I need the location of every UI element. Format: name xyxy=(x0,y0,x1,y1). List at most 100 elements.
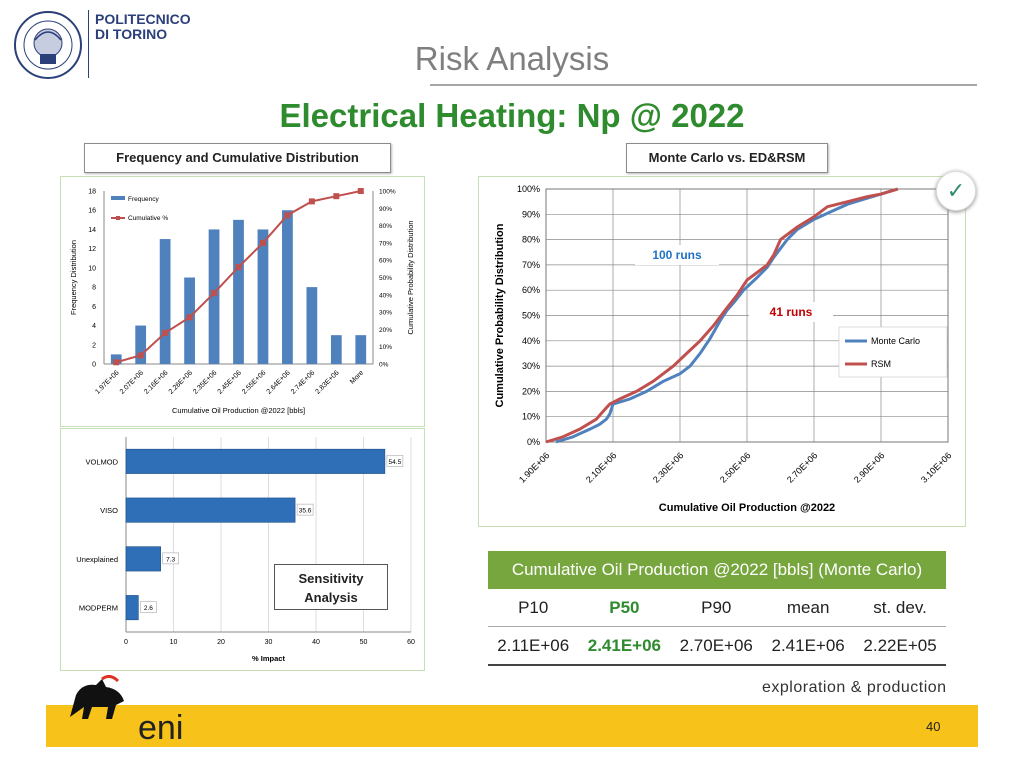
mc-ytick-label: 30% xyxy=(522,361,540,371)
freq-xtick-label: 2.35E+06 xyxy=(192,369,218,395)
sens-bar xyxy=(125,448,386,474)
freq-y2tick-label: 100% xyxy=(379,189,396,196)
cumulative-point xyxy=(259,239,266,246)
sens-data-label-box xyxy=(162,552,179,565)
freq-ytick-label: 18 xyxy=(88,189,96,196)
stats-table-title: Cumulative Oil Production @2022 [bbls] (… xyxy=(488,551,946,589)
footer-bar xyxy=(46,705,978,747)
checkmark-icon: ✓ xyxy=(936,171,976,211)
freq-y2tick-label: 90% xyxy=(379,206,392,213)
freq-ylabel: Frequency Distribution xyxy=(69,240,78,315)
freq-bar xyxy=(159,239,171,364)
sens-data-label: 2.6 xyxy=(144,605,153,612)
stats-value-p10: 2.11E+06 xyxy=(497,635,570,655)
freq-xtick-label: 2.64E+06 xyxy=(266,369,292,395)
sens-xtick-label: 0 xyxy=(124,639,128,646)
mc-ytick-label: 0% xyxy=(527,437,540,447)
mc-xtick-label: 2.50E+06 xyxy=(718,450,753,485)
header-divider xyxy=(430,84,977,86)
freq-bar xyxy=(355,335,367,364)
sensitivity-label-line2: Analysis xyxy=(304,590,358,605)
sens-xlabel: % Impact xyxy=(252,654,285,663)
freq-xtick-label: 2.55E+06 xyxy=(241,369,267,395)
legend-frequency-label: Frequency xyxy=(128,196,159,203)
mc-xtick-label: 2.70E+06 xyxy=(785,450,820,485)
sens-bar xyxy=(125,546,161,572)
mc-ytick-label: 40% xyxy=(522,336,540,346)
freq-xtick-label: 2.45E+06 xyxy=(217,369,243,395)
freq-bar xyxy=(184,277,195,364)
sens-data-label-box xyxy=(140,601,157,613)
freq-xtick-label: 2.16E+06 xyxy=(143,369,169,395)
stats-header-p10: P10 xyxy=(518,597,549,617)
stats-value-row: 2.11E+06 2.41E+06 2.70E+06 2.41E+06 2.22… xyxy=(488,627,946,665)
legend-rsm-label: RSM xyxy=(871,359,891,369)
mc-plot-border xyxy=(545,188,949,443)
mc-xtick-label: 2.10E+06 xyxy=(584,450,619,485)
sens-bar xyxy=(125,595,139,621)
cumulative-point xyxy=(284,212,291,219)
cumulative-point xyxy=(211,290,218,297)
mc-legend-box xyxy=(838,326,948,378)
freq-bar xyxy=(257,229,269,364)
sens-xtick-label: 30 xyxy=(265,639,273,646)
freq-y2tick-label: 0% xyxy=(379,362,389,369)
stats-header-p90: P90 xyxy=(701,597,732,617)
stats-value-stdev: 2.22E+05 xyxy=(863,635,937,655)
sens-xtick-label: 60 xyxy=(407,639,415,646)
sens-bar xyxy=(125,497,296,523)
cumulative-point xyxy=(308,198,315,205)
freq-ytick-label: 16 xyxy=(88,208,96,215)
freq-ytick-label: 4 xyxy=(92,323,96,330)
freq-bar xyxy=(135,325,147,364)
freq-bar xyxy=(110,354,122,364)
polito-logo-divider xyxy=(88,10,89,78)
logo-line2: DI TORINO xyxy=(95,26,168,42)
sens-data-label: 7.3 xyxy=(166,556,175,563)
legend-cumulative-label: Cumulative % xyxy=(128,215,168,222)
freq-bar xyxy=(330,335,342,364)
freq-y2tick-label: 70% xyxy=(379,240,392,247)
mc-chart-panel: 0% 10% 20% 30% 40% 50% 60% 70% 80% 90% 100% 1.90E+0… xyxy=(478,176,966,527)
freq-xtick-label: 1.97E+06 xyxy=(94,369,120,395)
polito-seal-logo xyxy=(13,10,83,80)
freq-ytick-label: 12 xyxy=(88,246,96,253)
cumulative-point xyxy=(333,193,340,200)
mc-xtick-label: 2.30E+06 xyxy=(651,450,686,485)
freq-bar xyxy=(208,229,220,364)
mc-chart-label: Monte Carlo vs. ED&RSM xyxy=(626,143,828,173)
cumulative-point xyxy=(235,264,242,271)
freq-y2tick-label: 80% xyxy=(379,223,392,230)
stats-value-p90: 2.70E+06 xyxy=(679,635,753,655)
sens-xtick-label: 20 xyxy=(217,639,225,646)
freq-y2tick-label: 50% xyxy=(379,275,392,282)
freq-xtick-label: 2.07E+06 xyxy=(119,369,145,395)
mc-ytick-label: 90% xyxy=(522,209,540,219)
logo-line1: POLITECNICO xyxy=(95,11,191,27)
freq-ytick-label: 10 xyxy=(88,265,96,272)
freq-ytick-label: 8 xyxy=(92,285,96,292)
mc-ytick-label: 10% xyxy=(522,412,540,422)
sens-category-label: VOLMOD xyxy=(85,457,118,466)
cumulative-point xyxy=(113,359,120,366)
stats-value-p50: 2.41E+06 xyxy=(587,635,662,655)
stats-header-mean: mean xyxy=(786,597,830,617)
freq-xlabel: Cumulative Oil Production @2022 [bbls] xyxy=(172,406,305,415)
freq-y2tick-label: 30% xyxy=(379,310,392,317)
mc-xtick-label: 1.90E+06 xyxy=(517,450,552,485)
sens-xtick-label: 10 xyxy=(170,639,178,646)
stats-value-mean: 2.41E+06 xyxy=(771,635,845,655)
rsm-line xyxy=(545,187,899,444)
freq-xtick-label: 2.74E+06 xyxy=(290,369,316,395)
freq-ytick-label: 2 xyxy=(92,342,96,349)
stats-header-stdev: st. dev. xyxy=(873,597,927,617)
stats-header-row: P10 P50 P90 mean st. dev. xyxy=(488,589,946,627)
annotation-100-runs: 100 runs xyxy=(652,248,702,262)
freq-y2label: Cumulative Probability Distribution xyxy=(406,220,415,334)
sens-category-label: Unexplained xyxy=(76,555,118,564)
cumulative-point xyxy=(186,314,193,321)
sens-category-label: MODPERM xyxy=(79,604,118,613)
mc-ytick-label: 60% xyxy=(522,285,540,295)
freq-ytick-label: 0 xyxy=(92,362,96,369)
mc-xlabel: Cumulative Oil Production @2022 xyxy=(659,502,835,514)
